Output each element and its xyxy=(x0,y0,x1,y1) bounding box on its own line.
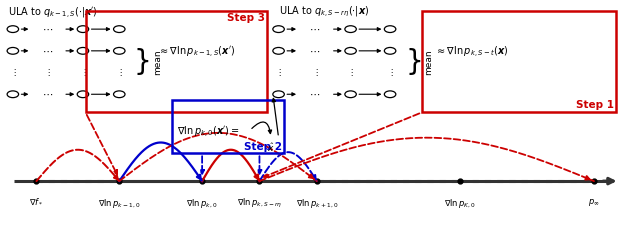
Text: $\cdots$: $\cdots$ xyxy=(42,24,53,34)
Ellipse shape xyxy=(113,48,125,54)
Text: ULA to $q_{k,S-r\eta}(\cdot|\boldsymbol{x})$: ULA to $q_{k,S-r\eta}(\cdot|\boldsymbol{… xyxy=(278,5,369,20)
Text: $\vdots$: $\vdots$ xyxy=(387,67,394,78)
Text: mean: mean xyxy=(153,49,162,74)
Ellipse shape xyxy=(113,26,125,32)
Ellipse shape xyxy=(385,91,396,98)
Text: $\cdots$: $\cdots$ xyxy=(42,46,53,56)
Text: $\nabla \ln p_{k,S-r\eta}$: $\nabla \ln p_{k,S-r\eta}$ xyxy=(237,197,282,210)
Ellipse shape xyxy=(385,48,396,54)
Text: $\vdots$: $\vdots$ xyxy=(44,67,51,78)
Bar xyxy=(86,11,267,112)
Text: $\cdots$: $\cdots$ xyxy=(309,89,321,99)
Ellipse shape xyxy=(385,26,396,32)
Text: $\nabla \ln p_{k,0}(\boldsymbol{x}') = $: $\nabla \ln p_{k,0}(\boldsymbol{x}') = $ xyxy=(177,125,239,140)
Bar xyxy=(422,11,616,112)
Text: $\hat{x}$: $\hat{x}$ xyxy=(267,141,275,154)
Ellipse shape xyxy=(273,48,284,54)
Ellipse shape xyxy=(273,26,284,32)
Text: ULA to $q_{k-1,S}(\cdot|\boldsymbol{x}')$: ULA to $q_{k-1,S}(\cdot|\boldsymbol{x}')… xyxy=(8,5,98,20)
Text: $\}$: $\}$ xyxy=(133,46,150,77)
Text: $\}$: $\}$ xyxy=(404,46,421,77)
Ellipse shape xyxy=(345,48,356,54)
Text: $\vdots$: $\vdots$ xyxy=(116,67,123,78)
Text: $\vdots$: $\vdots$ xyxy=(10,67,16,78)
Text: $\nabla \ln p_{k,0}$: $\nabla \ln p_{k,0}$ xyxy=(186,197,218,210)
Text: $\cdots$: $\cdots$ xyxy=(309,24,321,34)
Text: Step 1: Step 1 xyxy=(577,100,614,110)
Ellipse shape xyxy=(77,91,89,98)
Text: $\vdots$: $\vdots$ xyxy=(348,67,354,78)
Ellipse shape xyxy=(77,26,89,32)
Text: $\cdots$: $\cdots$ xyxy=(309,46,321,56)
Text: $\nabla \ln p_{k+1,0}$: $\nabla \ln p_{k+1,0}$ xyxy=(296,197,338,210)
Ellipse shape xyxy=(345,26,356,32)
Text: $\approx \nabla \ln p_{k,S-t}(\boldsymbol{x})$: $\approx \nabla \ln p_{k,S-t}(\boldsymbo… xyxy=(435,44,508,60)
Text: mean: mean xyxy=(424,49,433,74)
Text: $\nabla f_*$: $\nabla f_*$ xyxy=(29,197,44,206)
Ellipse shape xyxy=(345,91,356,98)
Text: $\vdots$: $\vdots$ xyxy=(275,67,282,78)
Text: $\nabla \ln p_{K,0}$: $\nabla \ln p_{K,0}$ xyxy=(444,197,476,210)
Ellipse shape xyxy=(273,91,284,98)
Text: $\vdots$: $\vdots$ xyxy=(312,67,318,78)
Text: $\cdots$: $\cdots$ xyxy=(42,89,53,99)
Ellipse shape xyxy=(7,26,19,32)
Text: Step 2: Step 2 xyxy=(244,142,282,152)
Ellipse shape xyxy=(77,48,89,54)
Ellipse shape xyxy=(7,48,19,54)
Ellipse shape xyxy=(7,91,19,98)
Text: $\approx \nabla \ln p_{k-1,S}(\boldsymbol{x}')$: $\approx \nabla \ln p_{k-1,S}(\boldsymbo… xyxy=(157,44,235,60)
Text: $\vdots$: $\vdots$ xyxy=(79,67,86,78)
Text: Step 3: Step 3 xyxy=(227,13,265,23)
Text: $\nabla \ln p_{k-1,0}$: $\nabla \ln p_{k-1,0}$ xyxy=(98,197,141,210)
Text: $p_\infty$: $p_\infty$ xyxy=(588,197,600,208)
Bar xyxy=(172,100,284,153)
Ellipse shape xyxy=(113,91,125,98)
